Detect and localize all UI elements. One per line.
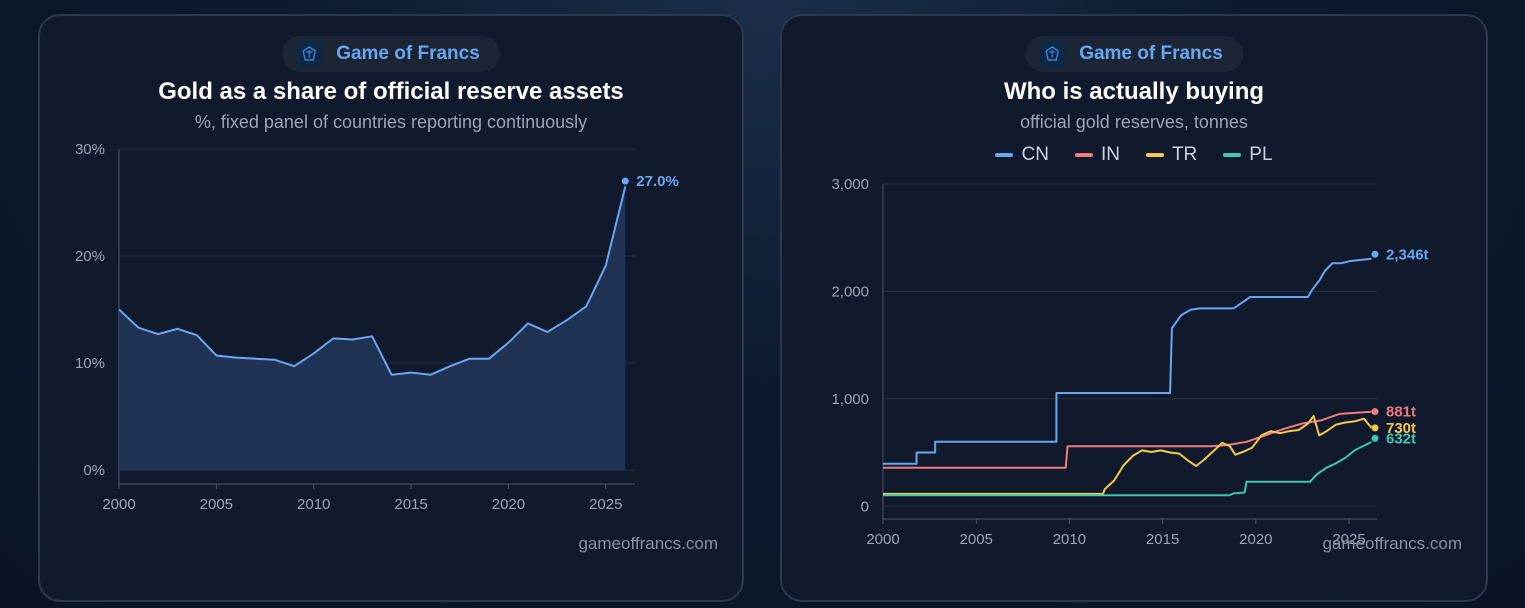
series-line [118,186,627,376]
end-point-marker-cn [1371,250,1379,258]
x-tick-label: 2020 [1239,531,1272,548]
end-value-label-in: 881t [1386,404,1416,421]
legend-label: PL [1249,144,1273,165]
x-tick-label: 2000 [866,531,899,548]
x-tick-label: 2000 [102,496,135,513]
chart-title: Who is actually buying [1003,78,1265,105]
chart-card-gold-share: Game of Francs Gold as a share of offici… [38,14,744,602]
series-line-cn [883,257,1372,465]
buyers-chart: 0 1,000 2,000 3,000 2000 2005 2010 2015 2020 2025… [831,176,1429,548]
legend-item-tr[interactable]: TR [1145,144,1198,166]
legend-item-pl[interactable]: PL [1223,144,1273,166]
y-tick-label: 0 [861,498,869,515]
end-value-label-cn: 2,346t [1386,246,1429,263]
y-tick-label: 2,000 [831,283,869,300]
legend-swatch [1223,153,1242,157]
legend-item-in[interactable]: IN [1074,144,1120,166]
y-tick-label: 30% [75,141,105,158]
footer-site-link[interactable]: gameoffrancs.com [1322,534,1462,553]
game-of-francs-logo-icon [296,41,323,67]
end-point-marker-in [1371,408,1379,416]
chart-legend: CN IN TR PL [782,144,1486,166]
y-tick-label: 0% [83,462,105,479]
y-tick-label: 3,000 [831,176,869,193]
brand-badge[interactable]: Game of Francs [282,36,500,72]
legend-item-cn[interactable]: CN [995,144,1049,166]
chart-subtitle: %, fixed panel of countries reporting co… [194,112,588,132]
footer-site-link[interactable]: gameoffrancs.com [578,534,718,553]
brand-name: Game of Francs [1079,43,1223,64]
legend-label: IN [1100,144,1120,165]
x-tick-label: 2010 [297,496,330,513]
end-point-marker-pl [1371,434,1379,442]
y-tick-label: 1,000 [831,391,869,408]
series-line-tr [883,415,1373,495]
series-line-in [883,410,1372,469]
x-tick-label: 2025 [589,496,622,513]
end-value-label-tr: 730t [1386,420,1416,437]
area-fill [119,186,626,470]
chart-title: Gold as a share of official reserve asse… [158,78,624,105]
x-tick-label: 2005 [200,496,233,513]
end-value-label: 27.0% [636,173,679,190]
x-tick-label: 2005 [960,531,993,548]
end-point-marker [621,177,629,185]
x-tick-label: 2025 [1332,531,1365,548]
end-value-label-pl: 632t [1386,430,1416,447]
series-line-pl [883,441,1372,497]
end-point-marker-tr [1371,424,1379,432]
legend-label: CN [1021,144,1049,165]
x-tick-label: 2020 [492,496,525,513]
brand-name: Game of Francs [336,43,480,64]
brand-badge[interactable]: Game of Francs [1025,36,1243,72]
legend-swatch [1074,153,1093,157]
x-tick-label: 2015 [394,496,427,513]
chart-card-buyers: Game of Francs Who is actually buying of… [780,14,1488,602]
y-tick-label: 10% [75,355,105,372]
game-of-francs-logo-icon [1039,41,1066,67]
x-tick-label: 2010 [1053,531,1086,548]
chart-subtitle: official gold reserves, tonnes [1020,112,1248,132]
x-tick-label: 2015 [1146,531,1179,548]
gold-share-chart: 0% 10% 20% 30% 2000 2005 2010 2015 2020 2025 27.0% [75,141,679,513]
legend-swatch [995,153,1014,157]
y-tick-label: 20% [75,248,105,265]
legend-label: TR [1171,144,1198,165]
legend-swatch [1145,153,1164,157]
